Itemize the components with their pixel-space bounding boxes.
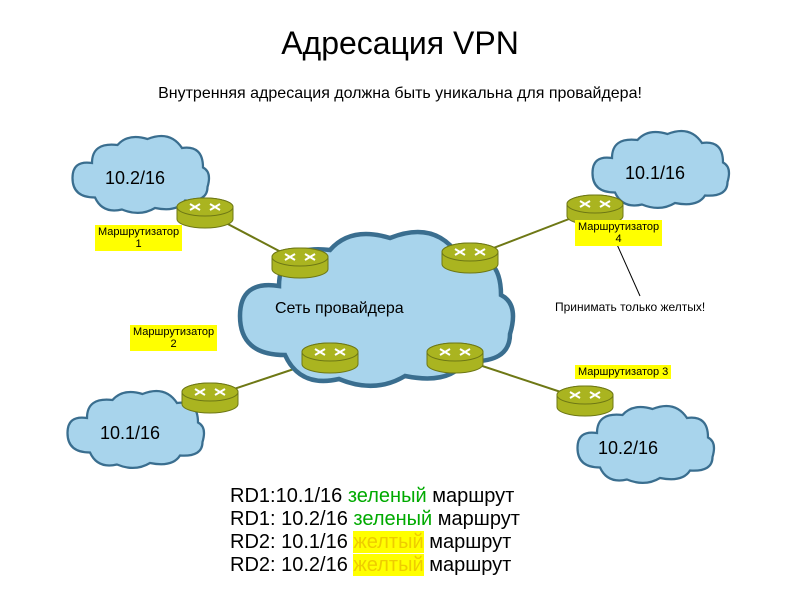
route-1-suffix: маршрут (427, 485, 515, 507)
route-4-suffix: маршрут (424, 554, 512, 576)
route-line-3: RD2: 10.1/16 желтый маршрут (230, 531, 511, 554)
cloud-center-label: Сеть провайдера (275, 300, 404, 318)
route-line-2: RD1: 10.2/16 зеленый маршрут (230, 508, 520, 531)
cloud-top-left-label: 10.2/16 (105, 168, 165, 189)
route-4-prefix: RD2: 10.2/16 (230, 554, 353, 576)
router-core-bottom-left (300, 340, 360, 374)
router-label-4: Маршрутизатор 4 (575, 220, 662, 246)
route-3-prefix: RD2: 10.1/16 (230, 531, 353, 553)
router-label-1-text: Маршрутизатор (98, 226, 179, 238)
router-pe-bottom-right (555, 383, 615, 417)
route-2-prefix: RD1: 10.2/16 (230, 508, 353, 530)
router-pe-bottom-left (180, 380, 240, 414)
route-2-color: зеленый (353, 508, 432, 530)
cloud-bottom-right-label: 10.2/16 (598, 438, 658, 459)
router-label-3-text: Маршрутизатор (578, 366, 659, 378)
router-label-3-num: 3 (662, 366, 668, 378)
annotation-accept-only-yellow: Принимать только желтых! (555, 300, 705, 314)
route-4-color: желтый (353, 554, 423, 576)
router-label-4-text: Маршрутизатор (578, 221, 659, 233)
page-subtitle: Внутренняя адресация должна быть уникаль… (0, 85, 800, 103)
route-1-color: зеленый (348, 485, 427, 507)
router-pe-top-left (175, 195, 235, 229)
route-3-suffix: маршрут (424, 531, 512, 553)
page-title: Адресация VPN (0, 25, 800, 62)
router-label-1-num: 1 (98, 238, 179, 250)
route-3-color: желтый (353, 531, 423, 553)
cloud-top-right-label: 10.1/16 (625, 163, 685, 184)
router-label-1: Маршрутизатор 1 (95, 225, 182, 251)
router-label-2: Маршрутизатор 2 (130, 325, 217, 351)
router-core-bottom-right (425, 340, 485, 374)
router-label-2-num: 2 (133, 338, 214, 350)
route-1-prefix: RD1:10.1/16 (230, 485, 348, 507)
router-core-top-right (440, 240, 500, 274)
cloud-bottom-left-label: 10.1/16 (100, 423, 160, 444)
router-core-top-left (270, 245, 330, 279)
route-line-4: RD2: 10.2/16 желтый маршрут (230, 554, 511, 577)
router-label-2-text: Маршрутизатор (133, 326, 214, 338)
route-line-1: RD1:10.1/16 зеленый маршрут (230, 485, 514, 508)
router-label-3: Маршрутизатор 3 (575, 365, 671, 379)
router-label-4-num: 4 (578, 233, 659, 245)
route-2-suffix: маршрут (432, 508, 520, 530)
